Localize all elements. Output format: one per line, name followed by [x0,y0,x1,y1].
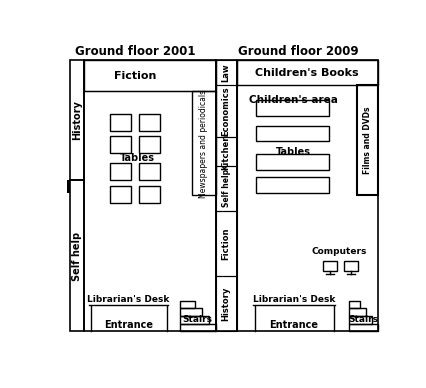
Bar [66,180,70,193]
Bar [348,324,377,331]
Bar [216,211,236,276]
Text: Fiction: Fiction [221,227,230,260]
Bar [70,180,83,331]
Bar [356,85,377,195]
Bar [348,316,371,324]
Text: Self help: Self help [72,231,82,281]
Bar [139,186,160,203]
Bar [256,177,328,193]
Text: Law: Law [221,63,230,82]
Text: Ground floor 2001: Ground floor 2001 [75,45,195,59]
Text: Fiction: Fiction [114,71,156,81]
Bar [256,126,328,141]
Text: Stairs: Stairs [181,315,211,324]
Bar [139,136,160,153]
Bar [216,276,236,331]
Text: Ground floor 2009: Ground floor 2009 [238,45,358,59]
Bar [216,166,236,211]
Bar [179,308,202,316]
Bar [179,324,216,331]
Text: Entrance: Entrance [269,320,318,330]
Bar [256,100,328,116]
Bar [236,61,377,85]
Bar [109,186,130,203]
Bar [216,61,236,85]
Bar [216,137,236,166]
Text: Children's area: Children's area [248,95,337,106]
Text: Newspapers and periodicals: Newspapers and periodicals [199,90,208,197]
Bar [348,308,366,316]
Text: Stairs: Stairs [347,315,377,324]
Bar [139,114,160,131]
Text: History: History [72,100,82,140]
Bar [343,261,357,271]
Text: Librarian's Desk: Librarian's Desk [87,294,169,304]
Text: Entrance: Entrance [104,320,153,330]
Bar [109,163,130,180]
Text: Films and DVDs: Films and DVDs [362,107,371,174]
Bar [139,163,160,180]
Text: History: History [221,287,230,321]
Bar [191,91,216,195]
Bar [179,301,195,308]
Bar [216,61,236,331]
Text: Kitchen: Kitchen [221,134,230,170]
Bar [256,154,328,170]
Bar [236,61,377,331]
Bar [179,316,209,324]
Bar [216,85,236,137]
Text: Librarian's Desk: Librarian's Desk [252,294,334,304]
Bar [70,61,83,180]
Bar [83,61,216,91]
Text: Tables: Tables [120,153,155,163]
Text: Economics: Economics [221,87,230,136]
Bar [348,301,359,308]
Bar [83,61,216,331]
Text: Computers: Computers [311,247,366,256]
Bar [109,136,130,153]
Text: Self help: Self help [221,169,230,207]
Text: Tables: Tables [275,147,310,157]
Text: Children's Books: Children's Books [255,68,358,78]
Bar [322,261,336,271]
Bar [109,114,130,131]
